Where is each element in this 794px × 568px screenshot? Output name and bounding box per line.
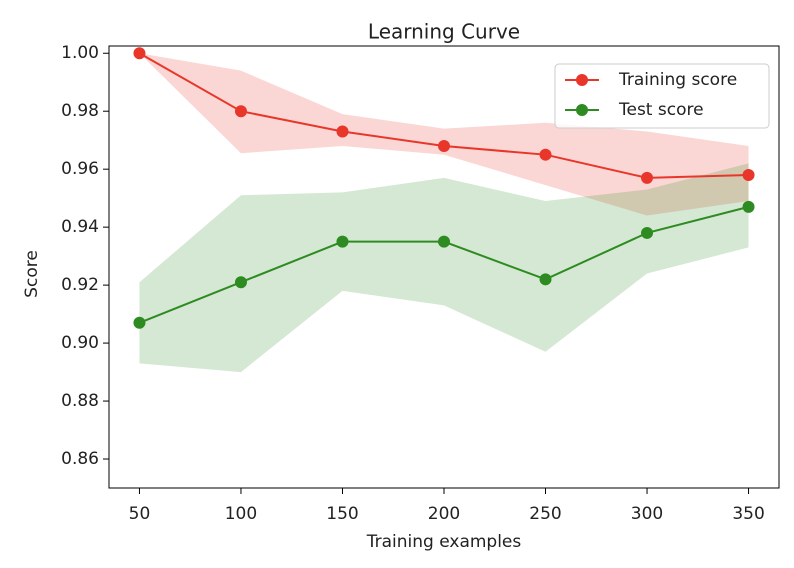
confidence-band (139, 53, 749, 216)
data-point (742, 168, 755, 181)
y-tick-label: 0.90 (61, 333, 99, 353)
data-point (133, 47, 146, 60)
y-tick-label: 0.88 (61, 391, 99, 411)
legend-marker (576, 74, 588, 86)
x-tick-label: 100 (225, 504, 257, 524)
y-tick-label: 0.96 (61, 159, 99, 179)
data-point (742, 200, 755, 213)
x-axis-label: Training examples (366, 532, 522, 552)
y-tick-label: 0.98 (61, 101, 99, 121)
x-tick-label: 200 (428, 504, 460, 524)
x-tick-label: 50 (129, 504, 151, 524)
data-point (234, 276, 247, 289)
x-tick-label: 300 (631, 504, 663, 524)
y-tick-label: 0.92 (61, 275, 99, 295)
data-point (539, 148, 552, 161)
data-point (539, 273, 552, 286)
data-point (234, 105, 247, 118)
x-tick-label: 150 (326, 504, 358, 524)
data-point (438, 235, 450, 248)
data-point (336, 235, 349, 248)
y-tick-label: 0.86 (61, 449, 99, 469)
y-tick-label: 0.94 (61, 217, 99, 237)
y-axis-label: Score (22, 250, 42, 298)
confidence-band (139, 163, 749, 373)
x-tick-label: 350 (732, 504, 764, 524)
data-point (438, 139, 450, 152)
chart-title: Learning Curve (368, 20, 520, 44)
legend-marker (576, 104, 588, 116)
data-point (641, 226, 654, 239)
y-tick-label: 1.00 (61, 43, 99, 63)
legend-label: Training score (618, 70, 737, 90)
data-point (133, 316, 146, 329)
data-point (641, 171, 654, 184)
data-point (336, 125, 349, 138)
legend-label: Test score (618, 100, 704, 120)
legend-box (554, 63, 770, 129)
x-tick-label: 250 (529, 504, 561, 524)
